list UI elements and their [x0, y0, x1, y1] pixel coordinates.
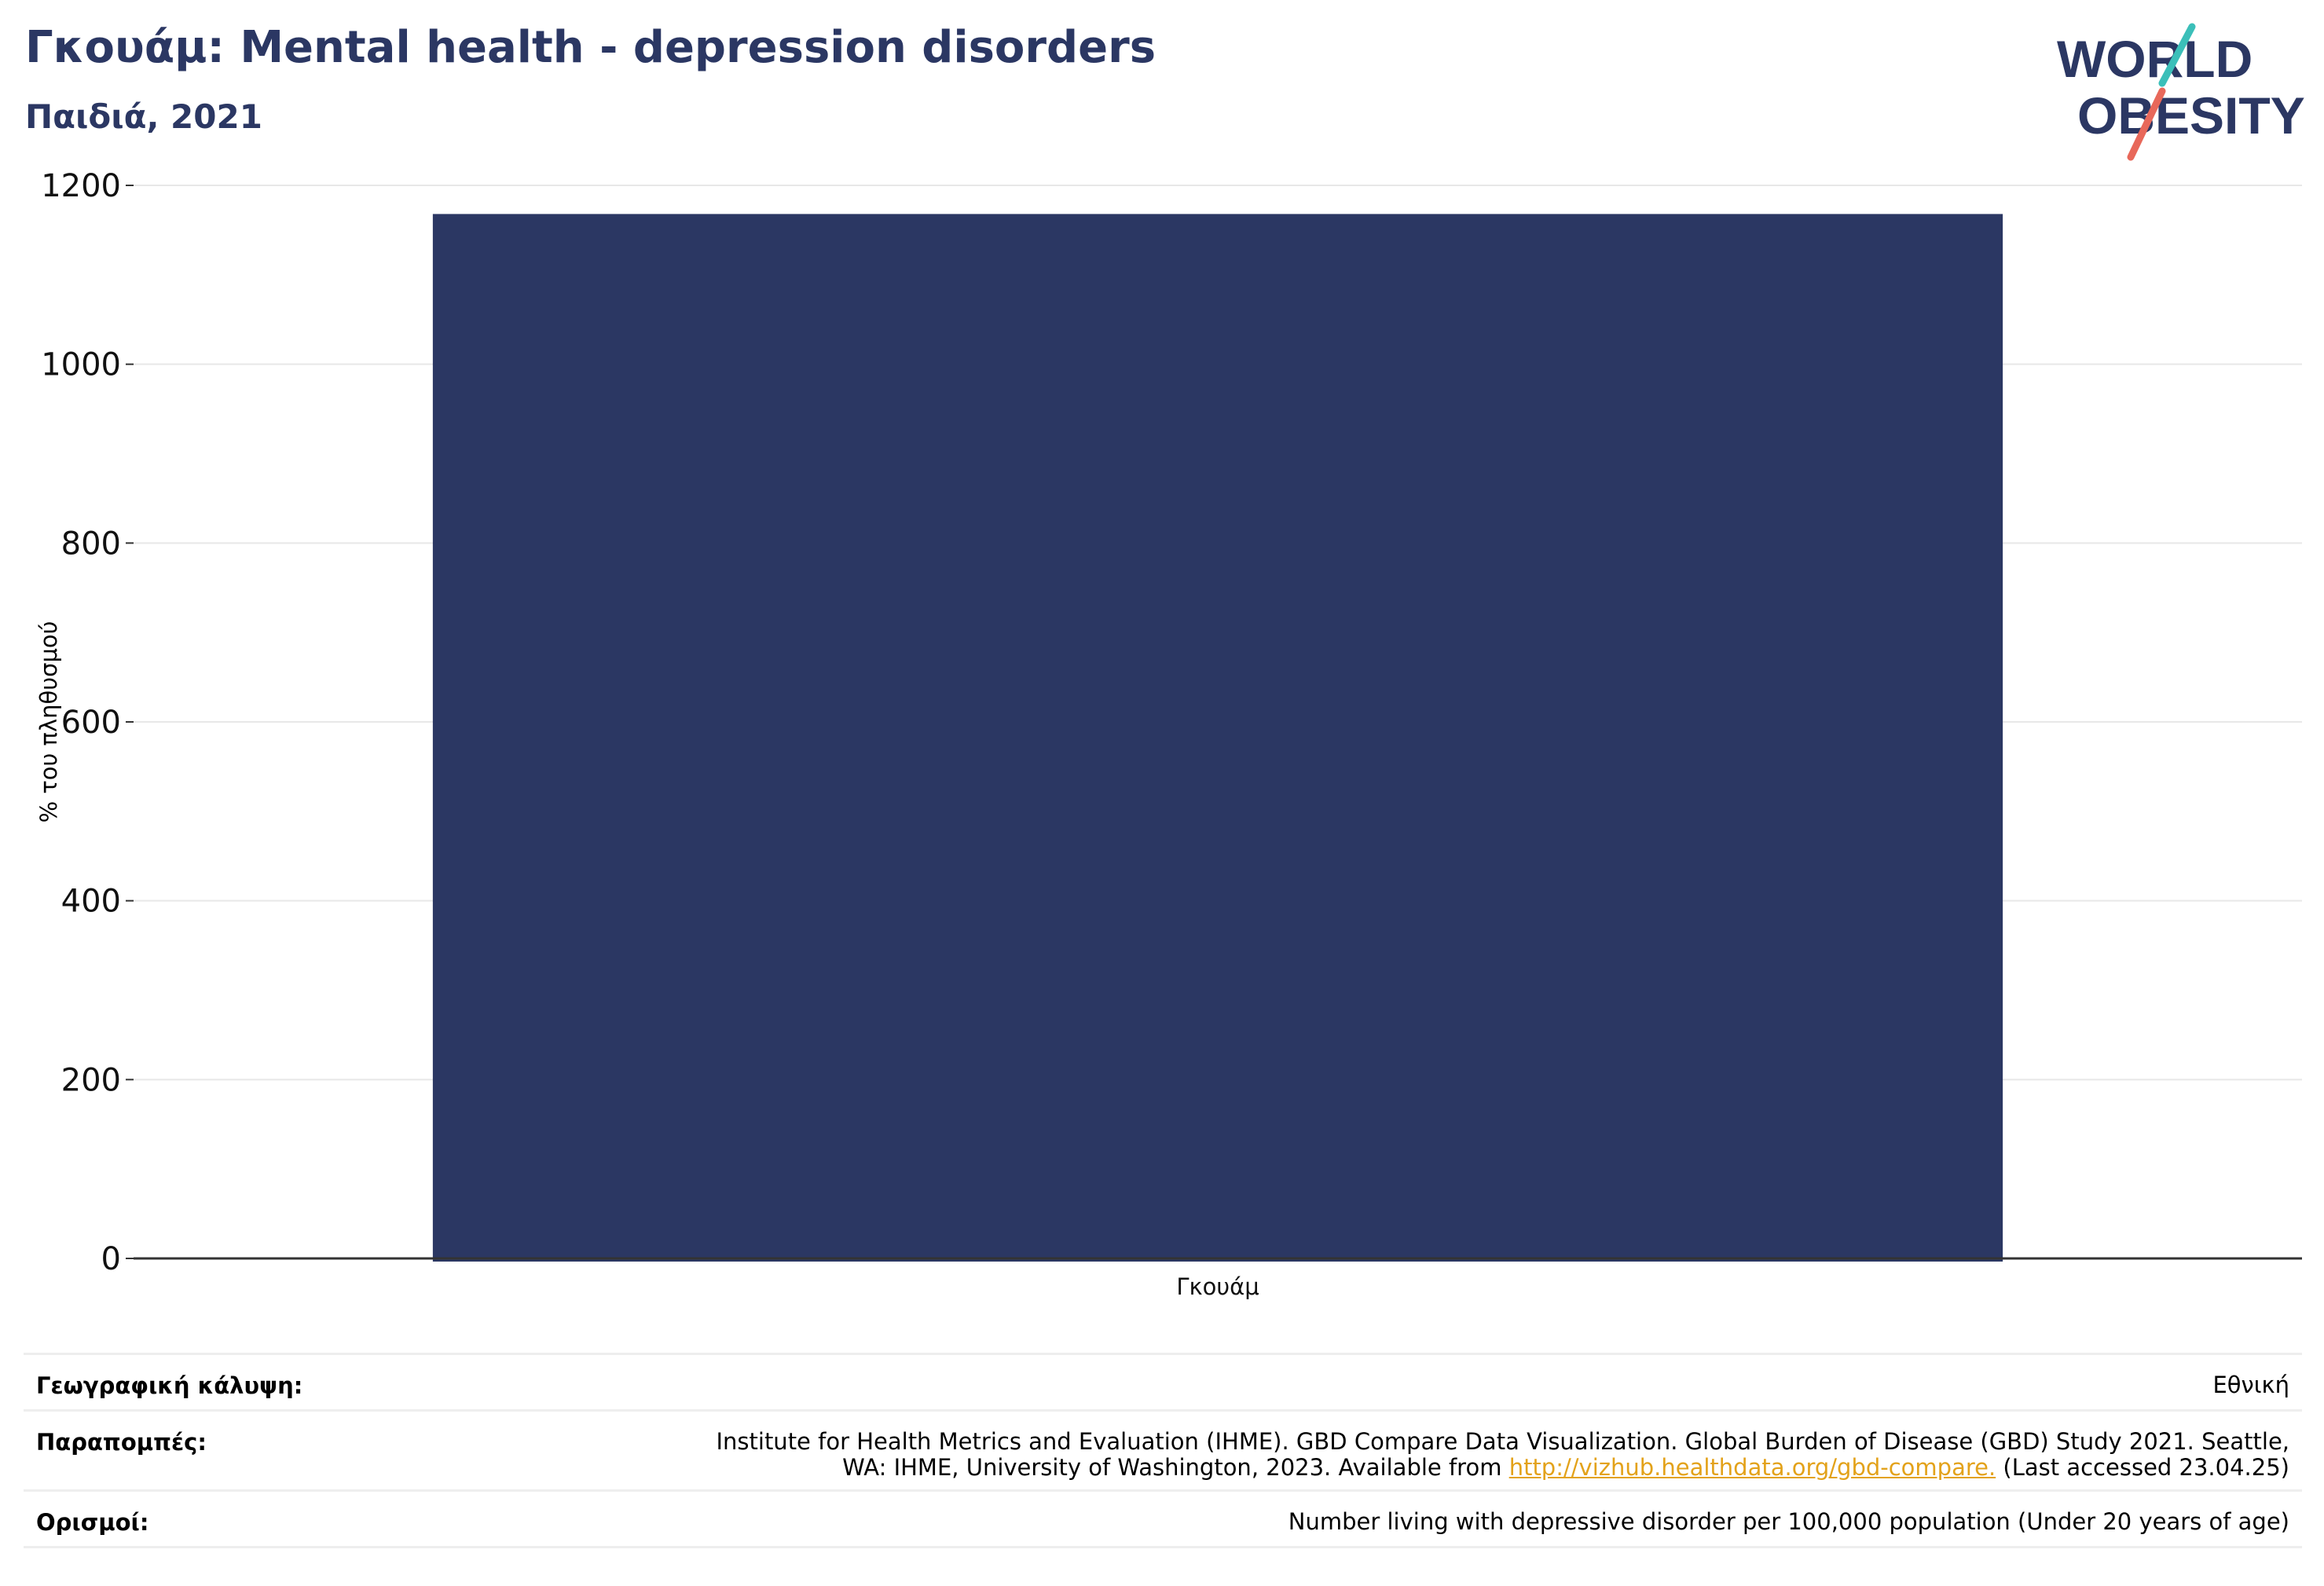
logo-slash-teal: [2158, 23, 2196, 87]
references-link[interactable]: http://vizhub.healthdata.org/gbd-compare…: [1508, 1454, 1996, 1481]
references-row: Παραπομπές: Institute for Health Metrics…: [24, 1412, 2302, 1492]
y-tick-label: 0: [101, 1241, 121, 1277]
bars: [432, 214, 2003, 1262]
definitions-label: Ορισμοί:: [36, 1509, 149, 1536]
logo-word-obesity: OBESITY: [2077, 86, 2305, 145]
references-line2-prefix: WA: IHME, University of Washington, 2023…: [842, 1454, 1509, 1481]
coverage-value: Εθνική: [2212, 1372, 2289, 1398]
y-tick-label: 1200: [41, 168, 121, 204]
chart-subtitle: Παιδιά, 2021: [25, 97, 262, 136]
references-line2-suffix: (Last accessed 23.04.25): [1996, 1454, 2289, 1481]
bar: [432, 214, 2003, 1262]
y-tick-label: 600: [61, 705, 121, 741]
x-tick-label: Γκουάμ: [1176, 1273, 1259, 1300]
y-tick-label: 400: [61, 884, 121, 920]
coverage-label: Γεωγραφική κάλυψη:: [36, 1372, 303, 1399]
y-tick-label: 800: [61, 526, 121, 562]
coverage-row: Γεωγραφική κάλυψη: Εθνική: [24, 1355, 2302, 1412]
bar-chart: 0 200 400 600 800 1000 1200 Γκουάμ % του πληθυ…: [35, 168, 2302, 1300]
x-tick-labels: Γκουάμ: [1176, 1273, 1259, 1300]
y-axis-label: % του πληθυσμού: [35, 621, 62, 823]
references-label: Παραπομπές:: [36, 1429, 207, 1456]
y-tick-label: 200: [61, 1062, 121, 1098]
metadata-table: Γεωγραφική κάλυψη: Εθνική Παραπομπές: In…: [24, 1353, 2302, 1548]
definitions-row: Ορισμοί: Number living with depressive d…: [24, 1492, 2302, 1548]
logo-slash-coral: [2127, 87, 2166, 161]
y-tick-label: 1000: [41, 347, 121, 383]
definitions-value: Number living with depressive disorder p…: [1288, 1508, 2289, 1535]
y-tick-labels: 0 200 400 600 800 1000 1200: [41, 168, 134, 1277]
logo-word-world: WORLD: [2057, 30, 2253, 88]
references-value: Institute for Health Metrics and Evaluat…: [716, 1429, 2289, 1481]
chart-title: Γκουάμ: Mental health - depression disor…: [25, 22, 1157, 73]
world-obesity-logo: WORLD OBESITY: [2057, 23, 2305, 161]
references-line1: Institute for Health Metrics and Evaluat…: [716, 1428, 2289, 1455]
